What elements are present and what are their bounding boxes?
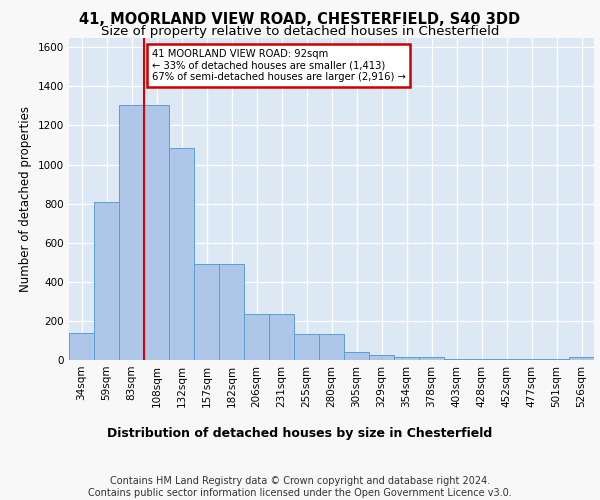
Bar	[269, 314, 294, 360]
Text: Size of property relative to detached houses in Chesterfield: Size of property relative to detached ho…	[101, 25, 499, 38]
Bar	[319, 334, 344, 360]
Bar	[144, 105, 169, 360]
Text: Contains HM Land Registry data © Crown copyright and database right 2024.
Contai: Contains HM Land Registry data © Crown c…	[88, 476, 512, 498]
Bar	[519, 359, 544, 360]
Y-axis label: Number of detached properties: Number of detached properties	[19, 106, 32, 292]
Bar	[544, 359, 569, 360]
Bar	[244, 314, 269, 360]
Bar	[469, 359, 494, 360]
Bar	[294, 334, 319, 360]
Bar	[194, 264, 219, 360]
Bar	[419, 357, 444, 360]
Text: 41 MOORLAND VIEW ROAD: 92sqm
← 33% of detached houses are smaller (1,413)
67% of: 41 MOORLAND VIEW ROAD: 92sqm ← 33% of de…	[151, 49, 406, 82]
Text: Distribution of detached houses by size in Chesterfield: Distribution of detached houses by size …	[107, 428, 493, 440]
Bar	[69, 332, 94, 360]
Text: 41, MOORLAND VIEW ROAD, CHESTERFIELD, S40 3DD: 41, MOORLAND VIEW ROAD, CHESTERFIELD, S4…	[79, 12, 521, 28]
Bar	[169, 148, 194, 360]
Bar	[219, 264, 244, 360]
Bar	[369, 355, 394, 360]
Bar	[444, 359, 469, 360]
Bar	[394, 357, 419, 360]
Bar	[94, 202, 119, 360]
Bar	[119, 105, 144, 360]
Bar	[494, 359, 519, 360]
Bar	[344, 352, 369, 360]
Bar	[569, 357, 594, 360]
